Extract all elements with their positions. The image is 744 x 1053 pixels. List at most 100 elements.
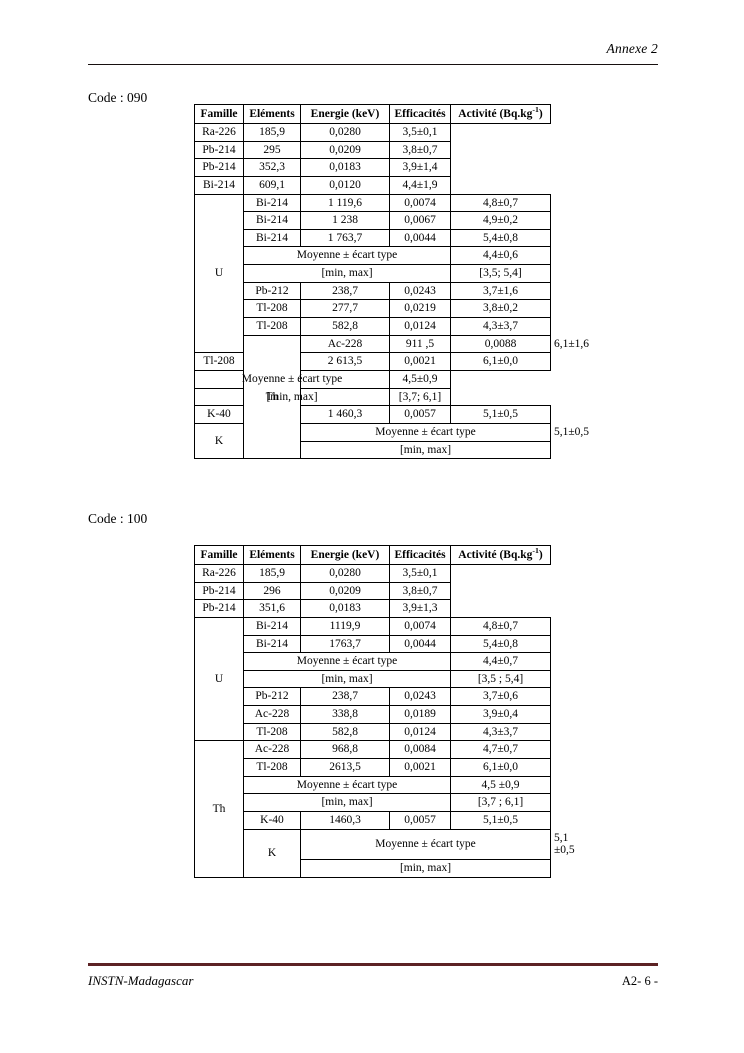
energy-cell: 2613,5 (300, 758, 390, 777)
efficiency-cell: 0,0074 (389, 193, 451, 213)
energy-cell: 911 ,5 (389, 334, 451, 354)
table-row: Tl-208 2 613,5 0,0021 6,1±0,0 (194, 352, 551, 371)
activity-cell: 3,9±1,4 (389, 158, 451, 177)
column-header-energie: Energie (keV) (300, 104, 390, 124)
table-row: Tl-208 2613,5 0,0021 6,1±0,0 (195, 758, 551, 777)
activity-cell: 3,5±0,1 (389, 123, 451, 142)
energy-cell: 295 (243, 140, 301, 160)
efficiency-cell: 0,0280 (300, 123, 390, 142)
mean-value: 4,4±0,6 (450, 246, 551, 266)
efficiency-cell: 0,0183 (300, 599, 390, 618)
activity-cell: 4,3±3,7 (450, 317, 551, 336)
mean-value: 4,5±0,9 (389, 369, 451, 389)
activity-cell: 3,5±0,1 (389, 564, 451, 583)
mean-row: K Moyenne ± écart type 5,1 ±0,5 (195, 828, 575, 878)
table-row: K-40 1460,3 0,0057 5,1±0,5 (195, 810, 551, 830)
column-header-energie: Energie (keV) (300, 545, 390, 565)
activity-cell: 4,9±0,2 (450, 211, 551, 230)
efficiency-cell: 0,0044 (389, 228, 451, 248)
efficiency-cell: 0,0124 (389, 722, 451, 742)
efficiency-cell: 0,0209 (300, 140, 390, 160)
efficiency-cell: 0,0088 (450, 334, 551, 354)
energy-cell: 1 460,3 (300, 405, 390, 424)
table-row: Tl-208 277,7 0,0219 3,8±0,2 (195, 299, 551, 319)
table-row: Ac-228 338,8 0,0189 3,9±0,4 (195, 705, 551, 724)
activity-cell: 4,4±1,9 (389, 175, 451, 195)
efficiency-cell: 0,0057 (389, 810, 451, 830)
element-cell: Ac-228 (243, 705, 301, 724)
element-cell: Ra-226 (194, 564, 244, 583)
column-header-famille: Famille (194, 545, 244, 565)
family-cell: K (194, 422, 244, 460)
minmax-label: [min, max] (243, 669, 451, 689)
mean-row: Moyenne ± écart type 4,4±0,6 (195, 246, 551, 266)
element-cell: Pb-214 (194, 158, 244, 177)
annex-label: Annexe 2 (606, 41, 658, 56)
energy-cell: 296 (243, 581, 301, 601)
footer-organization: INSTN-Madagascar (88, 973, 194, 988)
minmax-row: [min, max] (195, 858, 551, 878)
energy-cell: 351,6 (243, 599, 301, 618)
efficiency-cell: 0,0021 (389, 758, 451, 777)
table-row: Bi-214 1 763,7 0,0044 5,4±0,8 (195, 228, 551, 248)
mean-label: Moyenne ± écart type (243, 246, 451, 266)
column-header-efficacites: Efficacités (389, 104, 451, 124)
running-footer: INSTN-Madagascar A2- 6 - (88, 973, 658, 989)
efficiency-cell: 0,0120 (300, 175, 390, 195)
minmax-row: [min, max] (195, 440, 551, 460)
minmax-label: [min, max] (300, 858, 551, 878)
mean-label: Moyenne ± écart type (300, 828, 551, 860)
table-row: Pb-214 295 0,0209 3,8±0,7 (194, 140, 551, 160)
energy-cell: 1 238 (300, 211, 390, 230)
efficiency-cell: 0,0280 (300, 564, 390, 583)
element-cell: Ac-228 (300, 334, 390, 354)
element-cell: Tl-208 (243, 758, 301, 777)
efficiency-cell: 0,0189 (389, 705, 451, 724)
mean-row: Moyenne ± écart type 4,5 ±0,9 (195, 775, 551, 795)
energy-cell: 352,3 (243, 158, 301, 177)
energy-cell: 338,8 (300, 705, 390, 724)
activity-cell: 5,1±0,5 (450, 405, 551, 424)
mean-value: 4,4±0,7 (450, 652, 551, 671)
table-row: Bi-214 609,1 0,0120 4,4±1,9 (194, 175, 551, 195)
column-header-elements: Eléments (243, 545, 301, 565)
measurement-table: Famille Eléments Energie (keV) Efficacités A… (194, 104, 589, 460)
element-cell: Ra-226 (194, 123, 244, 142)
efficiency-cell: 0,0209 (300, 581, 390, 601)
efficiency-cell: 0,0044 (389, 634, 451, 654)
family-cell: U (194, 193, 244, 354)
efficiency-cell: 0,0084 (389, 740, 451, 760)
minmax-label: [min, max] (194, 387, 390, 407)
activity-cell: 4,7±0,7 (450, 740, 551, 760)
activity-cell: 3,7±1,6 (450, 281, 551, 301)
measurement-table-wrapper: Famille Eléments Energie (keV) Efficacités A… (194, 545, 575, 878)
minmax-value: [3,5 ; 5,4] (450, 669, 551, 689)
efficiency-cell: 0,0219 (389, 299, 451, 319)
header-rule (88, 64, 658, 65)
family-cell: U (194, 616, 244, 742)
table-row: Pb-214 296 0,0209 3,8±0,7 (194, 581, 551, 601)
activity-cell: 4,8±0,7 (450, 616, 551, 636)
element-cell: K-40 (194, 405, 244, 424)
energy-cell: 238,7 (300, 281, 390, 301)
activity-header-superscript: -1 (532, 545, 539, 555)
mean-row: Moyenne ± écart type 4,5±0,9 (194, 369, 551, 389)
element-cell: Pb-214 (194, 140, 244, 160)
footer-page-number: A2- 6 - (621, 974, 658, 988)
element-cell: Bi-214 (243, 634, 301, 654)
energy-cell: 238,7 (300, 687, 390, 707)
element-cell: Pb-212 (243, 281, 301, 301)
activity-cell: 4,8±0,7 (450, 193, 551, 213)
efficiency-cell: 0,0243 (389, 687, 451, 707)
efficiency-cell: 0,0074 (389, 616, 451, 636)
activity-cell: 6,1±0,0 (450, 758, 551, 777)
activity-header-tail: ) (538, 548, 543, 561)
table-row: Ra-226 185,9 0,0280 3,5±0,1 (194, 564, 551, 583)
element-cell: Bi-214 (243, 228, 301, 248)
energy-cell: 2 613,5 (300, 352, 390, 371)
activity-cell: 5,1±0,5 (450, 810, 551, 830)
element-cell: Tl-208 (243, 317, 301, 336)
element-cell: Pb-214 (194, 581, 244, 601)
family-cell: Th (194, 740, 244, 878)
footer-rule (88, 963, 658, 966)
